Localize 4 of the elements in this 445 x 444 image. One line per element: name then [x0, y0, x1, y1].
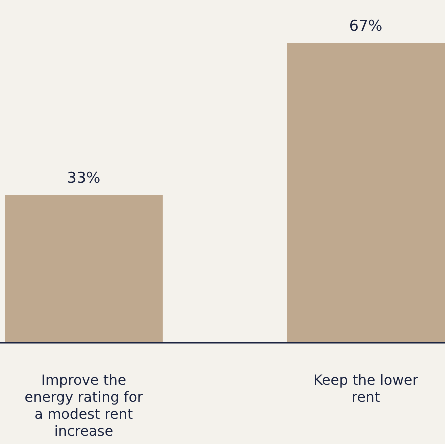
- data-label: 67%: [349, 17, 383, 35]
- x-tick-label: Keep the lower rent: [314, 373, 419, 406]
- data-label: 33%: [67, 169, 101, 188]
- x-tick-label: Improve the energy rating for a modest rent increase: [24, 373, 144, 440]
